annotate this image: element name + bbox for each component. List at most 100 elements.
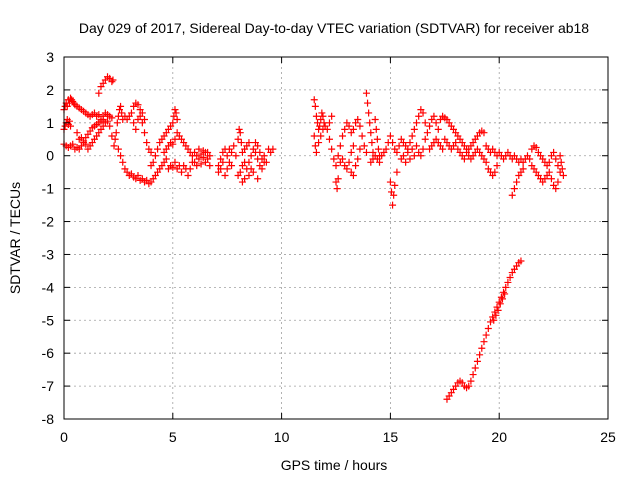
data-point	[256, 148, 264, 156]
data-point	[333, 185, 341, 193]
data-point	[169, 163, 177, 171]
data-point	[372, 125, 380, 133]
data-point	[550, 148, 558, 156]
data-point	[260, 152, 268, 160]
data-point	[73, 129, 81, 137]
data-point	[204, 148, 212, 156]
data-point	[426, 122, 434, 130]
data-point	[245, 158, 253, 166]
data-point	[393, 168, 401, 176]
data-point	[408, 132, 416, 140]
data-point	[495, 298, 503, 306]
data-point	[254, 175, 262, 183]
data-point	[395, 142, 403, 150]
data-point	[110, 142, 118, 150]
data-point	[421, 135, 429, 143]
y-tick-label: 2	[46, 82, 54, 98]
x-tick-label: 15	[383, 429, 399, 445]
data-point	[558, 165, 566, 173]
data-point	[506, 273, 514, 281]
data-point	[193, 162, 201, 170]
data-point	[386, 132, 394, 140]
data-point	[147, 148, 155, 156]
data-point	[334, 152, 342, 160]
y-tick-label: -6	[42, 345, 55, 361]
data-point	[352, 162, 360, 170]
data-point	[318, 109, 326, 117]
data-point	[482, 331, 490, 339]
data-point	[201, 158, 209, 166]
data-point	[347, 148, 355, 156]
data-point	[223, 165, 231, 173]
x-tick-label: 20	[491, 429, 507, 445]
data-point	[228, 162, 236, 170]
data-point	[184, 171, 192, 179]
data-point	[417, 152, 425, 160]
data-point	[490, 316, 498, 324]
data-point	[235, 125, 243, 133]
data-point	[341, 125, 349, 133]
data-point	[345, 158, 353, 166]
data-point	[373, 135, 381, 143]
data-point	[498, 295, 506, 303]
data-point	[482, 158, 490, 166]
data-point	[315, 139, 323, 147]
y-tick-labels: -8 -7 -6 -5 -4 -3 -2 -1 0 1 2 3	[42, 49, 55, 427]
data-point	[365, 109, 373, 117]
data-point	[367, 129, 375, 137]
grid-lines	[64, 57, 608, 419]
x-tick-labels: 0 5 10 15 20 25	[60, 429, 616, 445]
data-point	[501, 290, 509, 298]
data-point	[545, 158, 553, 166]
axis-ticks	[63, 56, 609, 420]
data-point	[492, 311, 500, 319]
data-point	[484, 325, 492, 332]
x-tick-label: 25	[600, 429, 616, 445]
data-point	[149, 158, 157, 166]
data-point	[317, 132, 325, 140]
y-tick-label: -8	[42, 411, 55, 427]
data-point	[545, 168, 553, 176]
data-point	[134, 171, 142, 179]
data-point	[169, 119, 177, 127]
data-point	[119, 158, 127, 166]
data-point	[247, 152, 255, 160]
data-point	[430, 112, 438, 120]
x-tick-label: 5	[169, 429, 177, 445]
data-point	[325, 135, 333, 143]
data-point	[141, 116, 149, 124]
data-point	[452, 139, 460, 147]
data-point	[237, 139, 245, 147]
data-point	[390, 191, 398, 199]
data-point	[310, 96, 318, 104]
y-tick-label: 3	[46, 49, 54, 65]
data-point	[328, 112, 336, 120]
data-point	[334, 175, 342, 183]
data-point	[554, 162, 562, 170]
data-point	[117, 152, 125, 160]
y-tick-label: -7	[42, 378, 55, 394]
x-axis-label: GPS time / hours	[281, 457, 388, 473]
data-point	[368, 139, 376, 147]
data-point	[65, 117, 73, 125]
data-point	[162, 155, 170, 163]
data-point	[236, 168, 244, 176]
data-point	[526, 155, 534, 163]
data-point	[249, 168, 257, 176]
data-point	[171, 106, 179, 114]
data-point	[402, 158, 410, 166]
y-tick-label: -5	[42, 312, 55, 328]
data-point	[108, 132, 116, 140]
data-point	[77, 134, 85, 142]
data-point	[406, 155, 414, 163]
data-point	[195, 145, 203, 153]
data-point	[117, 102, 125, 110]
data-point	[494, 306, 502, 314]
data-point	[178, 168, 186, 176]
data-point	[328, 145, 336, 153]
data-point	[114, 112, 122, 120]
data-point	[138, 109, 146, 117]
data-point	[332, 162, 340, 170]
data-point	[311, 102, 319, 110]
data-points	[60, 73, 567, 403]
